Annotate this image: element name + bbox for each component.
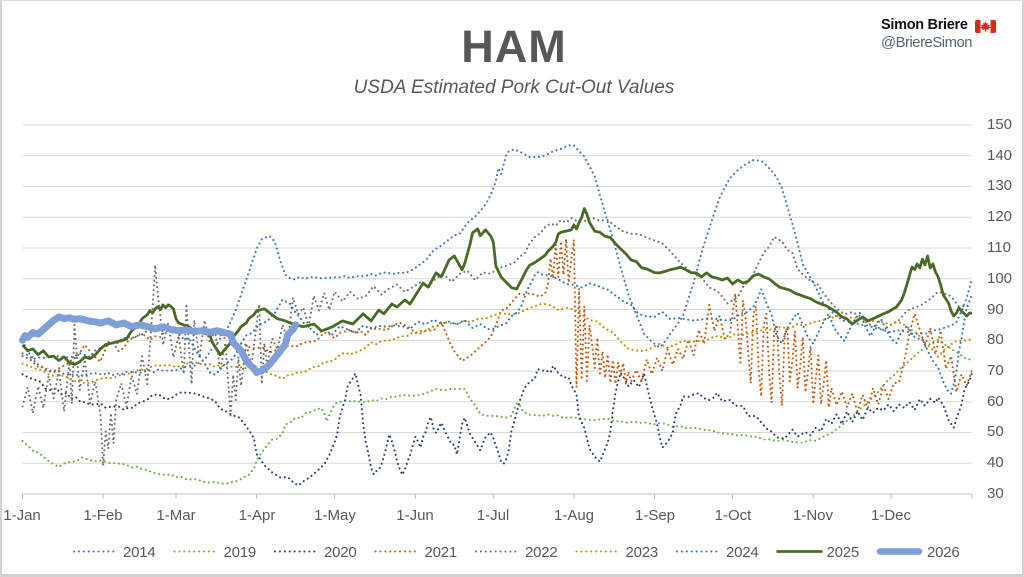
svg-text:2014: 2014 xyxy=(123,544,156,561)
svg-text:2020: 2020 xyxy=(324,544,357,561)
svg-text:2026: 2026 xyxy=(927,544,960,561)
svg-text:2023: 2023 xyxy=(626,544,659,561)
svg-text:2021: 2021 xyxy=(425,544,458,561)
svg-text:2022: 2022 xyxy=(525,544,558,561)
svg-text:2025: 2025 xyxy=(827,544,860,561)
svg-text:2024: 2024 xyxy=(726,544,759,561)
svg-text:2019: 2019 xyxy=(224,544,257,561)
